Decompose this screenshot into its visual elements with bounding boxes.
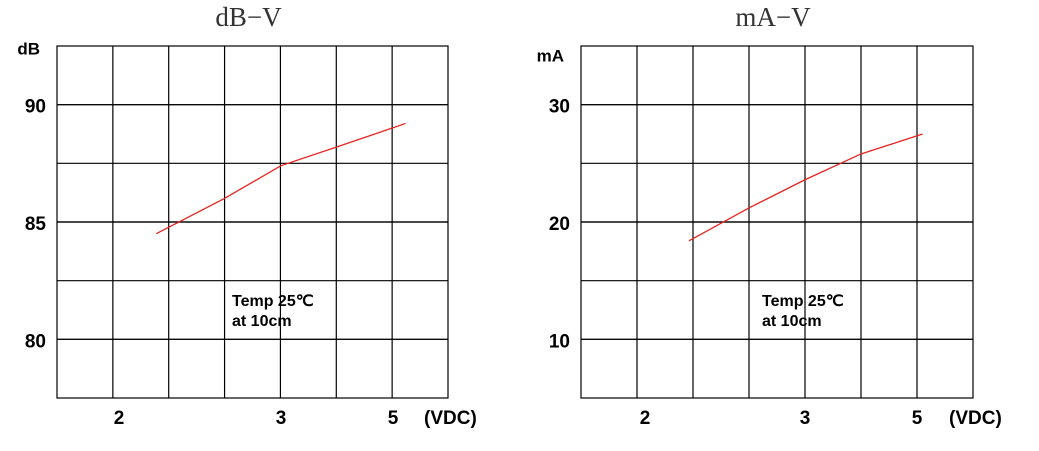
y-tick-label: 80	[25, 331, 46, 352]
y-tick-label: 20	[549, 214, 570, 235]
y-axis-label: mA	[537, 46, 564, 65]
x-axis-label: (VDC)	[424, 408, 477, 429]
chart-title: dB−V	[215, 2, 282, 32]
y-axis-label: dB	[17, 39, 40, 58]
annotation: Temp 25℃	[232, 293, 314, 310]
x-tick-label: 5	[388, 408, 399, 429]
annotation: at 10cm	[762, 313, 822, 330]
y-tick-label: 90	[25, 97, 46, 118]
y-tick-label: 85	[25, 214, 47, 235]
x-tick-label: 3	[800, 408, 811, 429]
x-tick-label: 2	[640, 408, 651, 429]
annotation: at 10cm	[232, 313, 292, 330]
annotation: Temp 25℃	[762, 293, 844, 310]
curve	[688, 133, 923, 242]
curve	[155, 122, 406, 235]
chart-title: mA−V	[735, 2, 811, 32]
x-tick-label: 3	[276, 408, 287, 429]
y-tick-label: 10	[549, 331, 570, 352]
x-tick-label: 5	[912, 408, 923, 429]
x-axis-label: (VDC)	[949, 408, 1002, 429]
x-tick-label: 2	[114, 408, 125, 429]
y-tick-label: 30	[549, 97, 570, 118]
